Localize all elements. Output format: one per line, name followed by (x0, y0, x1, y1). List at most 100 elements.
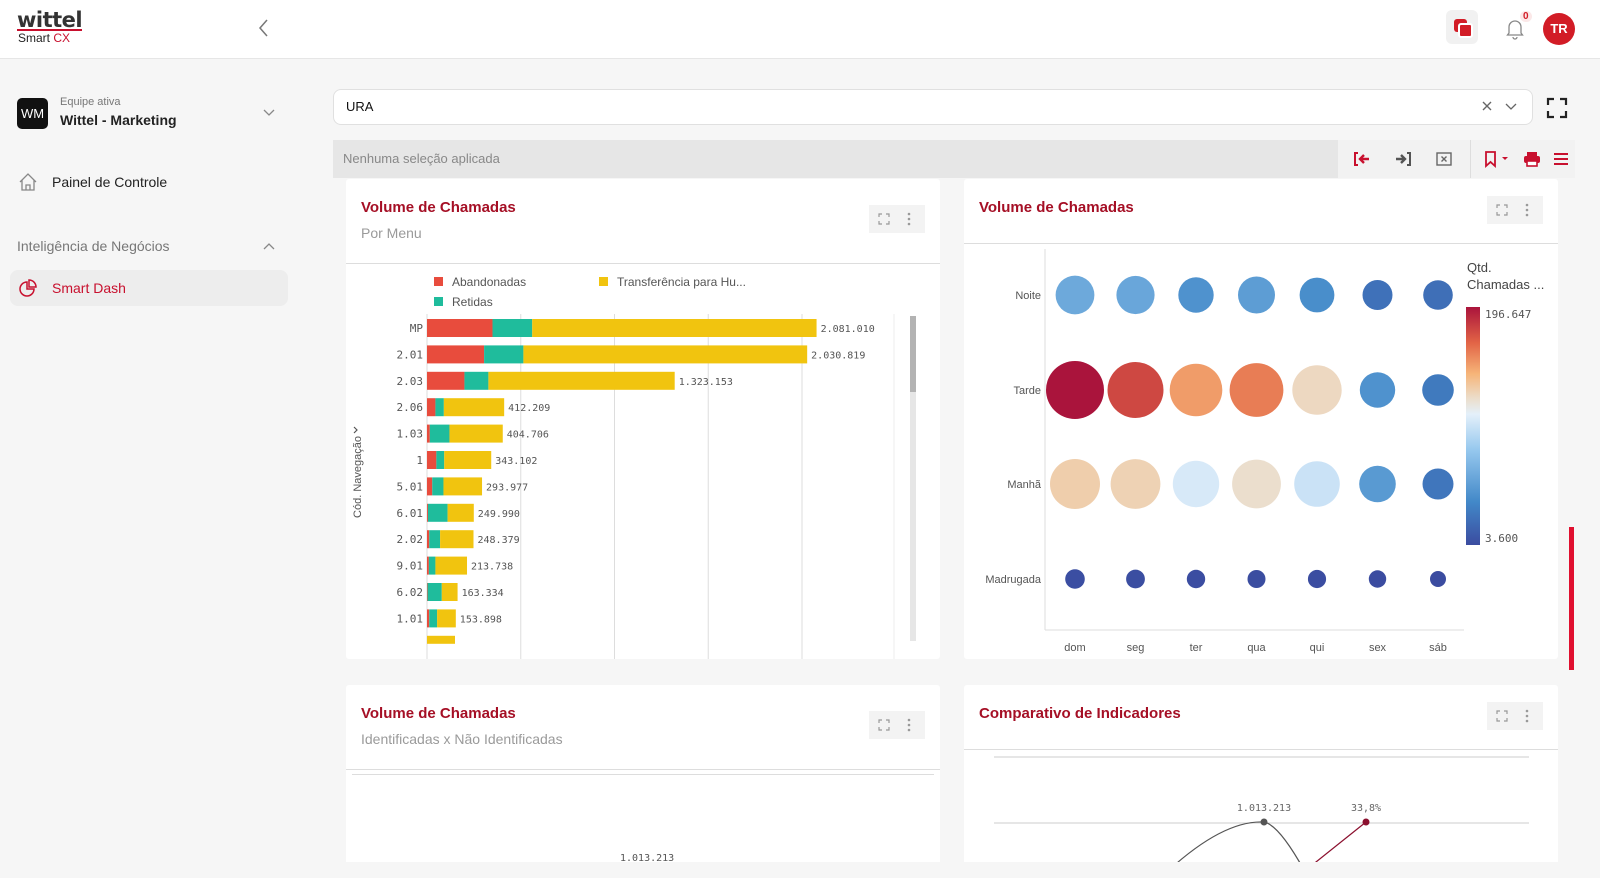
expand-icon[interactable] (877, 718, 891, 732)
bar-segment (435, 556, 468, 575)
chart-top-gridline (352, 774, 934, 775)
chevron-left-icon (259, 19, 268, 37)
bar-segment (427, 371, 465, 390)
bar-segment (429, 609, 438, 628)
chart-scrollbar-track (910, 316, 916, 641)
bubble (1368, 570, 1387, 588)
app-search-input[interactable]: URA (333, 89, 1533, 125)
more-vertical-icon[interactable] (905, 717, 913, 733)
legend-label: Abandonadas (452, 275, 526, 289)
legend-label: Retidas (452, 295, 493, 309)
legend-min-label: 3.600 (1485, 532, 1518, 545)
category-label: 2.06 (397, 401, 424, 414)
card-volume-por-menu: Volume de Chamadas Por Menu Abandonadas T… (346, 179, 940, 659)
bar-segment (523, 345, 808, 364)
card-volume-heatmap: Volume de Chamadas Noite Tarde Manhã Madrug… (964, 179, 1558, 659)
card-subtitle: Por Menu (361, 225, 422, 241)
bar-segment (427, 609, 430, 628)
y-category-label: Manhã (1007, 479, 1042, 491)
bar-segment (427, 345, 485, 364)
sidebar-item-smart-dash[interactable]: Smart Dash (10, 270, 288, 306)
step-forward-icon[interactable] (1393, 150, 1413, 168)
selections-bar: Nenhuma seleção aplicada (333, 140, 1575, 178)
page-scrollbar[interactable] (1569, 527, 1574, 670)
bookmark-icon[interactable] (1482, 150, 1512, 168)
bubble (1362, 280, 1393, 310)
bubble (1178, 277, 1214, 313)
clear-selections-icon[interactable] (1434, 150, 1454, 168)
data-label-percent: 33,8% (1351, 803, 1381, 814)
notifications-button[interactable] (1505, 18, 1525, 40)
category-label: 2.01 (397, 348, 424, 361)
category-label: 2.03 (397, 375, 424, 388)
page-bottom (0, 862, 1600, 878)
bar-segment (484, 345, 524, 364)
line-chart[interactable]: 1.013.213 33,8% (964, 750, 1558, 870)
bar-total-label: 2.030.819 (811, 350, 865, 361)
more-vertical-icon[interactable] (1523, 202, 1531, 218)
legend-swatch (434, 297, 443, 306)
user-avatar[interactable]: TR (1543, 13, 1575, 45)
bar-segment (427, 556, 429, 575)
team-badge: WM (17, 98, 48, 129)
card-header-divider (964, 749, 1558, 750)
bubble (1294, 461, 1340, 507)
card-actions (869, 711, 925, 739)
menu-icon[interactable] (1551, 150, 1571, 168)
card-title: Volume de Chamadas (361, 199, 516, 216)
y-category-label: Tarde (1013, 385, 1041, 397)
section-inteligencia-de-negocios[interactable]: Inteligência de Negócios (17, 238, 170, 254)
chevron-up-icon[interactable] (262, 240, 276, 254)
bar-segment (464, 371, 489, 390)
bar-segment (437, 609, 456, 628)
expand-icon[interactable] (877, 212, 891, 226)
bubble (1430, 571, 1446, 587)
step-back-icon[interactable] (1352, 150, 1372, 168)
more-vertical-icon[interactable] (905, 211, 913, 227)
bar-segment (441, 583, 458, 601)
bubble-chart[interactable]: Noite Tarde Manhã Madrugada dom seg ter qua qui s… (964, 244, 1558, 659)
card-comparativo-indicadores: Comparativo de Indicadores 1.013.213 33,… (964, 685, 1558, 870)
bar-total-label: 153.898 (460, 614, 502, 625)
expand-icon[interactable] (1495, 709, 1509, 723)
apps-button[interactable] (1446, 10, 1478, 44)
bar-segment (427, 451, 437, 469)
bar-segment (427, 319, 493, 337)
bar-segment (427, 503, 448, 522)
card-header-divider (964, 243, 1558, 244)
y-category-label: Madrugada (985, 574, 1042, 586)
sidebar-item-label: Smart Dash (52, 280, 126, 296)
sidebar-item-painel-de-controle[interactable]: Painel de Controle (10, 164, 288, 200)
chevron-down-icon[interactable] (1504, 99, 1518, 113)
home-icon (19, 173, 37, 191)
chevron-down-icon[interactable] (262, 105, 276, 119)
stacked-bar-chart[interactable]: Abandonadas Transferência para Hu... Retid… (346, 264, 940, 659)
bar-total-label: 1.323.153 (679, 377, 733, 388)
bar-segment (443, 477, 483, 496)
fullscreen-icon[interactable] (1545, 96, 1569, 120)
collapse-sidebar-button[interactable] (256, 17, 272, 39)
wittel-logo[interactable]: wittel Smart CX (17, 10, 83, 44)
no-selection-text: Nenhuma seleção aplicada (343, 151, 500, 166)
bar-total-label: 249.990 (478, 509, 520, 520)
bar-segment (427, 398, 436, 417)
sidebar: WM Equipe ativa Wittel - Marketing Paine… (0, 60, 300, 878)
bubble (1046, 361, 1104, 419)
print-icon[interactable] (1522, 150, 1542, 168)
bar-total-label: 412.209 (508, 403, 550, 414)
bar-segment (427, 530, 430, 549)
bar-segment (443, 398, 505, 417)
bubble (1238, 276, 1275, 314)
bubble (1299, 277, 1335, 313)
bar-segment (532, 319, 817, 337)
bar-total-label: 163.334 (462, 588, 504, 599)
bubble (1307, 569, 1327, 589)
bar-segment (429, 530, 441, 549)
category-label: 1 (416, 454, 423, 467)
bar-segment (429, 424, 450, 443)
expand-icon[interactable] (1495, 203, 1509, 217)
more-vertical-icon[interactable] (1523, 708, 1531, 724)
bar-segment (444, 451, 492, 469)
bubble (1169, 363, 1223, 417)
close-icon[interactable] (1480, 99, 1494, 113)
